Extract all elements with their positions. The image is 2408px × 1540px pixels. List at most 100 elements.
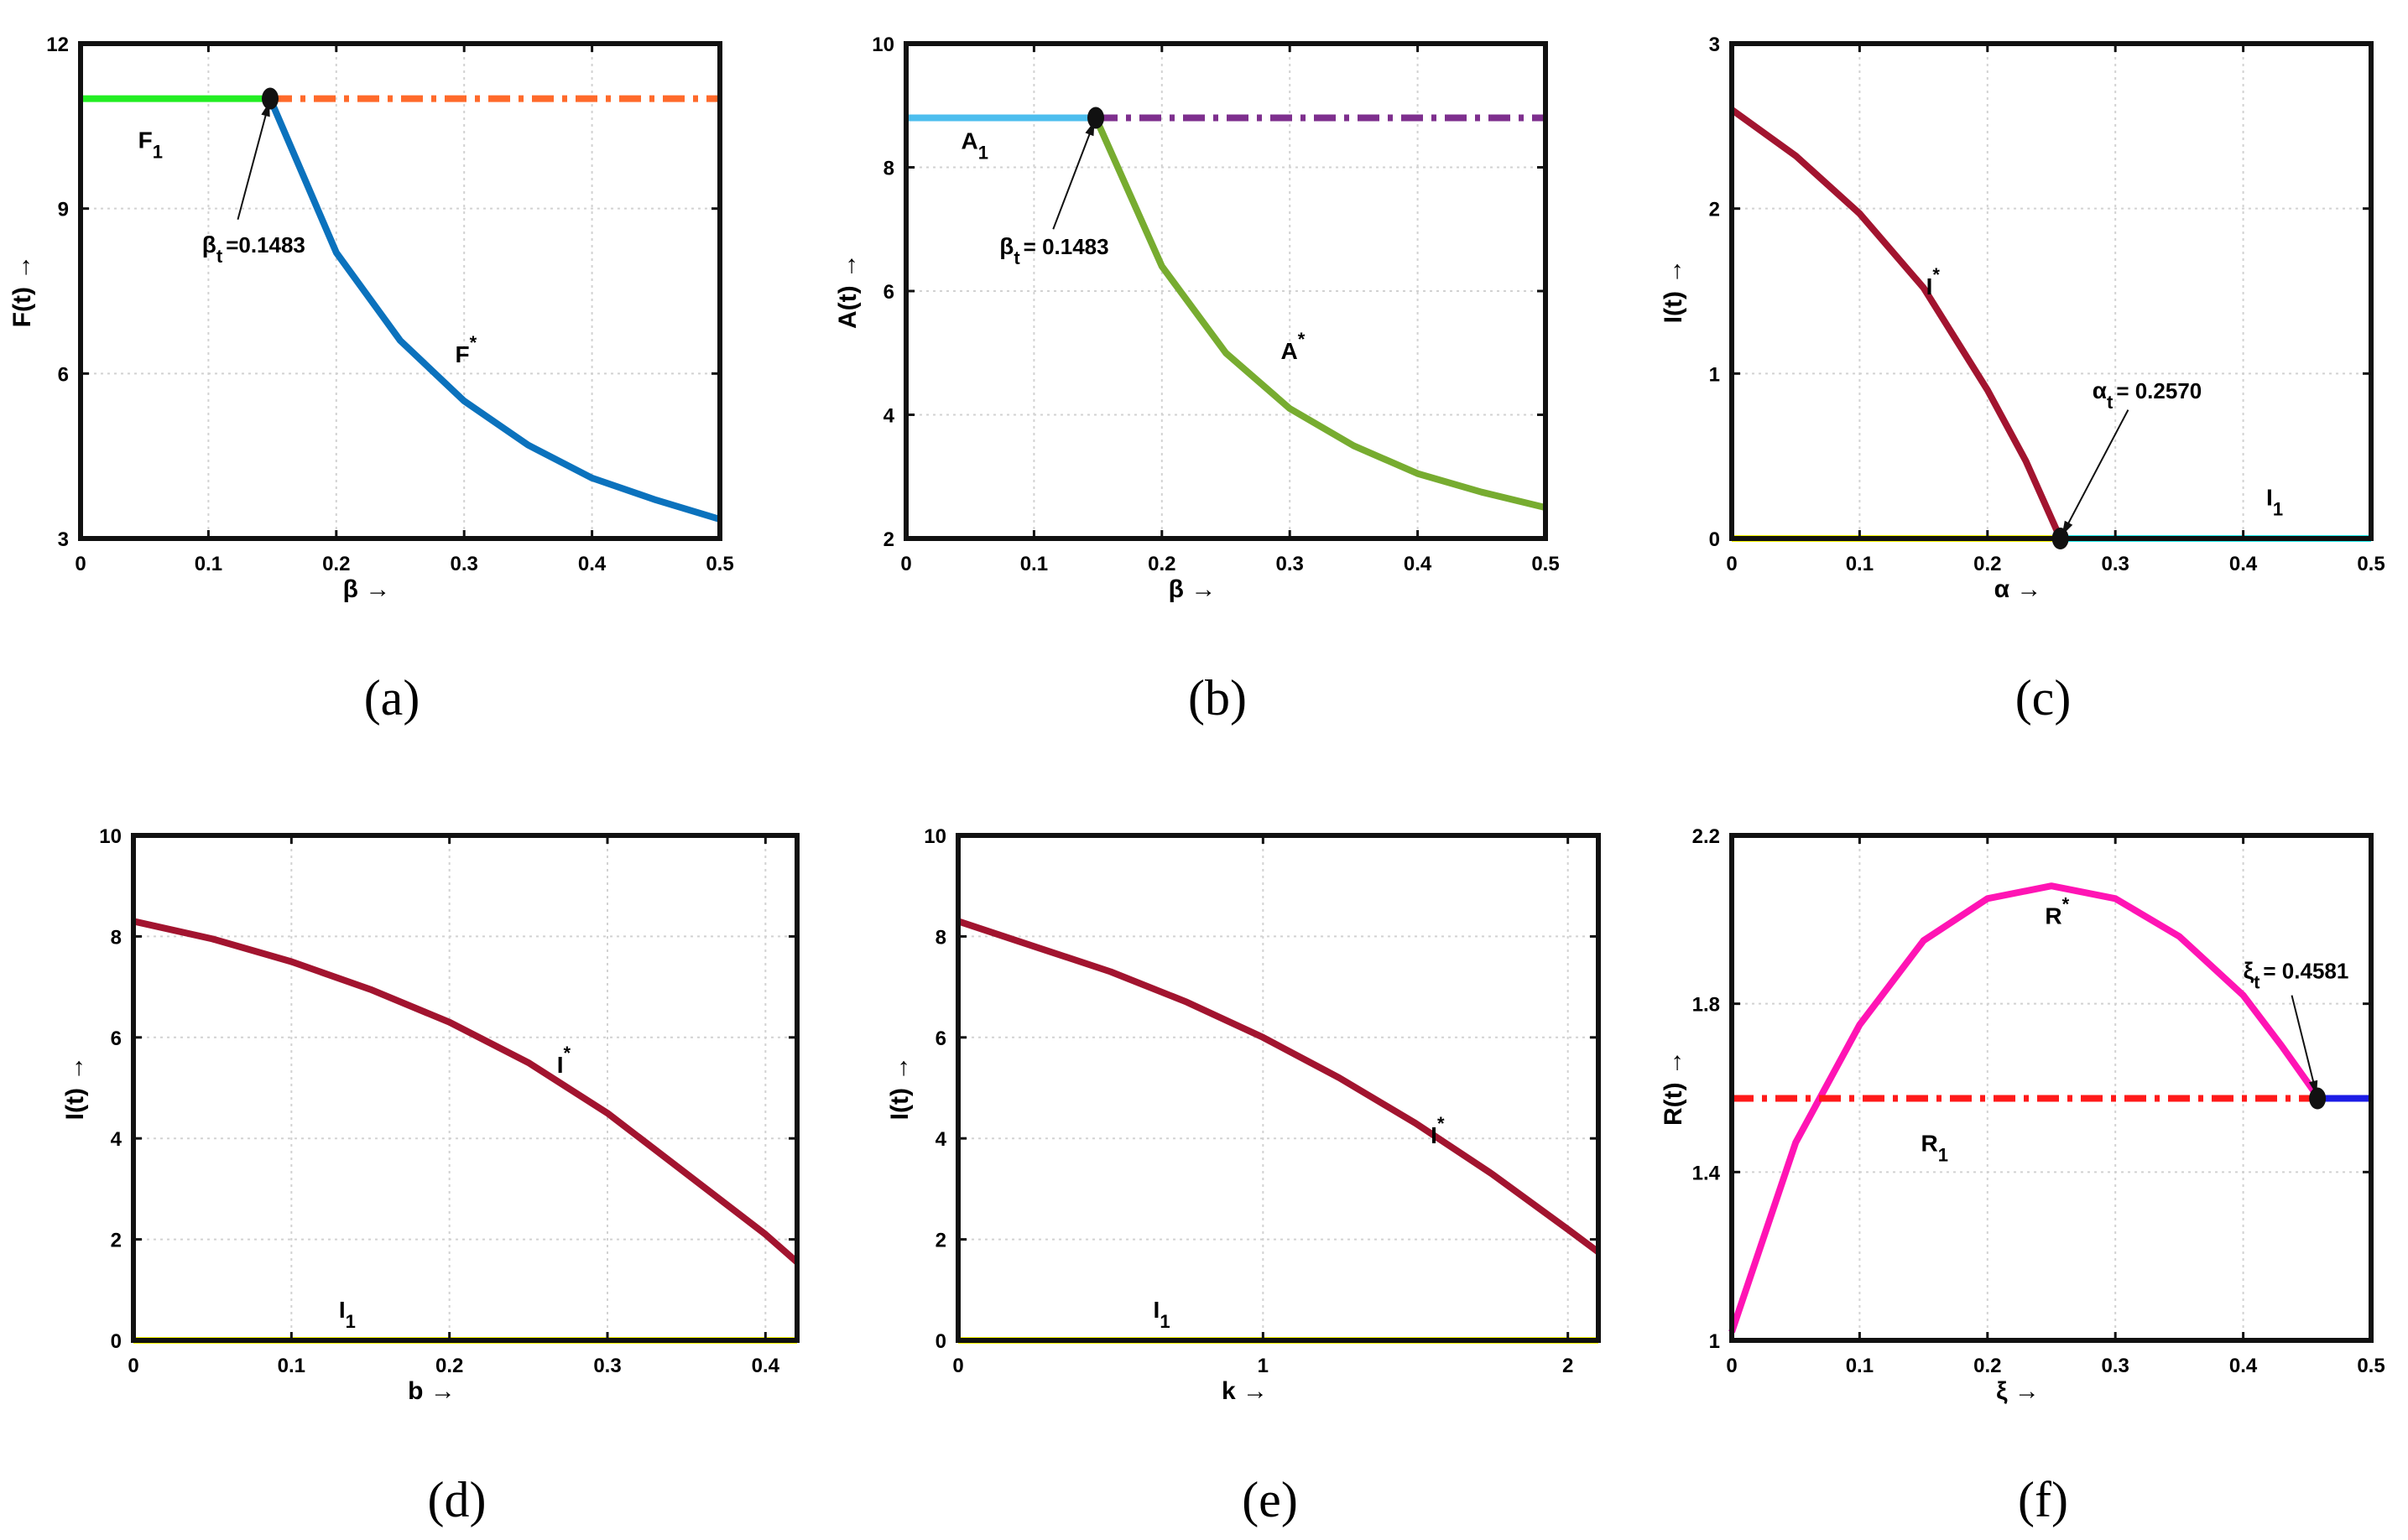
x-tick-label: 0.4 bbox=[1404, 553, 1432, 575]
curve-label-main: I bbox=[1926, 273, 1933, 299]
curve-label-main: I bbox=[557, 1052, 564, 1078]
curve-label-main: R bbox=[1921, 1130, 1938, 1156]
x-tick-label: 0.3 bbox=[1276, 553, 1304, 575]
curve-label: I1 bbox=[339, 1297, 356, 1332]
curve-label-main: A bbox=[962, 127, 978, 153]
y-tick-label: 8 bbox=[111, 926, 122, 949]
y-tick-label: 2.2 bbox=[1692, 825, 1720, 848]
x-tick-label: 0.2 bbox=[1148, 553, 1175, 575]
x-tick-label: 0.1 bbox=[1020, 553, 1048, 575]
x-axis-label: ξ → bbox=[1996, 1377, 2040, 1405]
x-tick-label: 0.1 bbox=[1846, 553, 1874, 575]
y-tick-label: 10 bbox=[872, 34, 894, 56]
x-tick-label: 0.1 bbox=[1846, 1355, 1874, 1377]
threshold-symbol: ξ bbox=[2244, 958, 2254, 984]
x-tick-label: 0 bbox=[900, 553, 911, 575]
panel-label: (f) bbox=[2018, 1472, 2068, 1527]
y-tick-label: 10 bbox=[924, 825, 946, 848]
y-axis-label: I(t) → bbox=[1660, 259, 1687, 324]
x-tick-label: 0.2 bbox=[435, 1355, 463, 1377]
x-axis-label: β → bbox=[343, 575, 391, 603]
y-tick-label: 10 bbox=[99, 825, 122, 848]
y-tick-label: 6 bbox=[58, 363, 69, 386]
curve-label-main: I bbox=[1154, 1297, 1160, 1323]
curve-label-sub: 1 bbox=[346, 1311, 356, 1332]
annotation-arrow bbox=[1052, 117, 1097, 230]
x-tick-label: 0.3 bbox=[2102, 553, 2129, 575]
threshold-point bbox=[2051, 528, 2069, 549]
series-f-line bbox=[267, 97, 722, 523]
curve-label: R* bbox=[2045, 893, 2069, 929]
y-axis-label: A(t) → bbox=[834, 253, 862, 329]
x-tick-label: 0.1 bbox=[195, 553, 222, 575]
panel-label: (c) bbox=[2015, 670, 2072, 726]
series-i-line bbox=[133, 918, 800, 1265]
x-tick-label: 0.5 bbox=[706, 553, 733, 575]
y-tick-label: 12 bbox=[46, 34, 69, 56]
x-axis-label: β → bbox=[1169, 575, 1217, 603]
x-tick-label: 0.2 bbox=[1973, 1355, 2001, 1377]
panel-label: (b) bbox=[1188, 670, 1247, 726]
x-tick-label: 0 bbox=[1726, 553, 1737, 575]
y-tick-label: 1 bbox=[1709, 1330, 1720, 1353]
x-axis-label: b → bbox=[408, 1377, 456, 1405]
annotation-arrow bbox=[237, 98, 271, 221]
threshold-subscript: t bbox=[216, 246, 223, 267]
curve-label-sup: * bbox=[2062, 893, 2070, 914]
x-tick-label: 0.4 bbox=[578, 553, 607, 575]
y-tick-label: 2 bbox=[936, 1230, 946, 1252]
curve-label-sub: 1 bbox=[1160, 1311, 1170, 1332]
panel-label: (d) bbox=[428, 1472, 487, 1527]
series-i-line bbox=[1729, 107, 2064, 540]
curve-label-sup: * bbox=[1932, 264, 1940, 285]
x-tick-label: 0.5 bbox=[1531, 553, 1559, 575]
y-axis-label: R(t) → bbox=[1660, 1050, 1687, 1126]
y-tick-label: 1.8 bbox=[1692, 994, 1720, 1017]
x-tick-label: 1 bbox=[1258, 1355, 1269, 1377]
curve-label-sub: 1 bbox=[153, 142, 163, 163]
x-tick-label: 0.4 bbox=[2229, 1355, 2258, 1377]
threshold-subscript: t bbox=[2254, 972, 2260, 993]
x-tick-label: 0 bbox=[128, 1355, 138, 1377]
curve-label-sup: * bbox=[1437, 1113, 1445, 1134]
x-tick-label: 0.5 bbox=[2357, 553, 2385, 575]
x-tick-label: 0 bbox=[75, 553, 86, 575]
y-axis-label: I(t) → bbox=[886, 1056, 914, 1121]
curve-label-sup: * bbox=[470, 332, 477, 353]
y-tick-label: 1.4 bbox=[1692, 1162, 1721, 1184]
y-tick-label: 1 bbox=[1709, 363, 1720, 386]
threshold-symbol: β bbox=[999, 233, 1014, 259]
threshold-point bbox=[1087, 107, 1105, 129]
x-tick-label: 0.3 bbox=[593, 1355, 621, 1377]
y-tick-label: 4 bbox=[111, 1128, 122, 1151]
x-tick-label: 0.5 bbox=[2357, 1355, 2385, 1377]
x-axis-label: k → bbox=[1222, 1377, 1268, 1405]
curve-label-main: I bbox=[2266, 485, 2273, 511]
axes-box bbox=[956, 833, 1601, 1343]
x-tick-label: 0 bbox=[952, 1355, 963, 1377]
x-tick-label: 2 bbox=[1562, 1355, 1573, 1377]
x-axis-label: α → bbox=[1994, 575, 2042, 603]
x-tick-label: 0.2 bbox=[322, 553, 350, 575]
curve-label-main: A bbox=[1281, 338, 1298, 364]
panel-f: 0 0.1 0.2 0.3 0.4 0.511.41.82.2ξ →R(t) →R*R1ξ… bbox=[1660, 825, 2385, 1527]
panel-label: (a) bbox=[364, 670, 420, 726]
curve-label-sub: 1 bbox=[978, 142, 988, 163]
threshold-subscript: t bbox=[1014, 247, 1020, 268]
curve-label-main: I bbox=[339, 1297, 346, 1323]
curve-label: I1 bbox=[2266, 485, 2283, 520]
curve-label-main: I bbox=[1431, 1122, 1437, 1148]
curve-label: A* bbox=[1281, 329, 1306, 364]
curve-label: I* bbox=[557, 1043, 571, 1078]
x-tick-label: 0 bbox=[1726, 1355, 1737, 1377]
threshold-value: =0.1483 bbox=[226, 232, 305, 258]
axes-box bbox=[1729, 41, 2374, 541]
y-tick-label: 8 bbox=[883, 158, 894, 180]
y-tick-label: 2 bbox=[1709, 199, 1720, 221]
annotation-arrow bbox=[2059, 409, 2129, 539]
threshold-annotation: ξt = 0.4581 bbox=[2244, 958, 2349, 993]
